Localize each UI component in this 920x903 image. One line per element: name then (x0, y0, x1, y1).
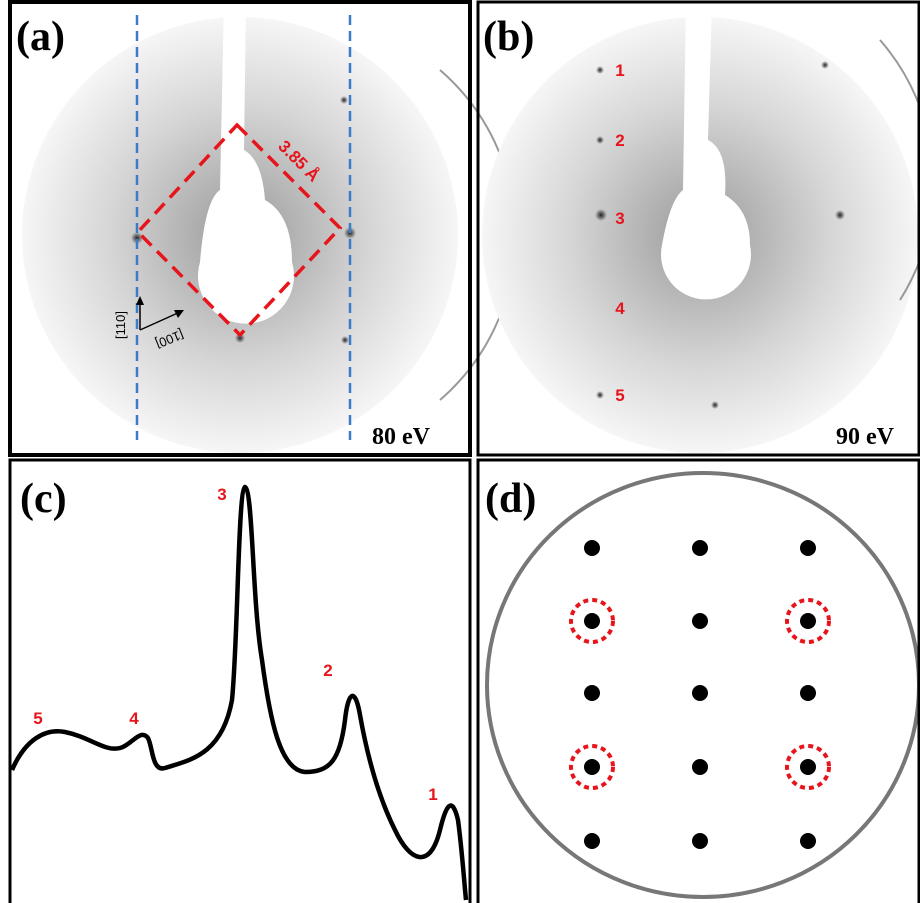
peak-label: 4 (129, 709, 139, 728)
peak-label: 3 (217, 485, 226, 504)
intensity-profile (12, 487, 466, 900)
leed-spot (595, 209, 607, 221)
lattice-spots (584, 540, 816, 849)
leed-spot (596, 66, 604, 74)
spot-label: 3 (615, 209, 624, 228)
energy-label: 90 eV (836, 424, 895, 450)
leed-spot (340, 96, 348, 104)
panel-d: (d) (478, 460, 919, 903)
peak-label: 1 (428, 785, 437, 804)
panel-label: (a) (16, 14, 65, 60)
leed-spot (835, 210, 845, 220)
panel-label: (b) (483, 14, 534, 60)
spot-label: 1 (615, 61, 624, 80)
energy-label: 80 eV (372, 424, 431, 450)
panel-c: 1 2 3 4 5 (c) (10, 460, 470, 903)
leed-spot (596, 136, 604, 144)
panel-a: 3.85 Å [110] [100] (a) 80 eV (10, 0, 516, 455)
spot-label: 5 (615, 386, 624, 405)
leed-spot (821, 61, 829, 69)
leed-spot (596, 391, 604, 399)
leed-spot (711, 401, 719, 409)
peak-label: 5 (33, 709, 42, 728)
direction-label: [110] (113, 311, 128, 339)
peak-label: 2 (323, 661, 332, 680)
screen-outline (487, 473, 919, 897)
spot-label: 4 (615, 299, 625, 318)
panel-label: (d) (485, 476, 536, 522)
panel-b: 1 2 3 4 5 (b) 90 eV (478, 0, 920, 455)
spot-label: 2 (615, 131, 624, 150)
panel-label: (c) (20, 476, 67, 522)
figure: 3.85 Å [110] [100] (a) 80 eV 1 2 3 4 5 (… (0, 0, 920, 903)
leed-spot (341, 336, 349, 344)
